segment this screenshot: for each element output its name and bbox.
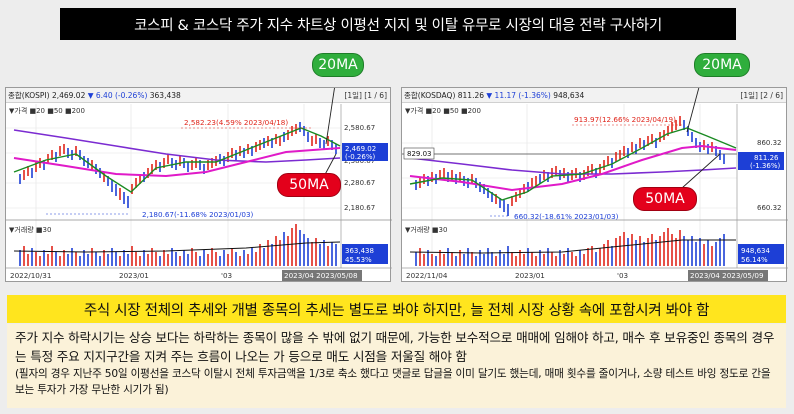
date-2: 2023/01 [515,271,545,280]
chart-header: 종합(KOSPI) 2,469.02 ▼ 6.40 (-0.26%) 363,4… [6,88,390,103]
price-tick-3: 2,280.67 [344,179,375,187]
ma200-line [409,157,737,175]
date-2: 2023/01 [119,271,149,280]
index-volume: 948,634 [553,91,585,100]
ma-legend: ▼가격 ■20 ■50 ■200 [9,107,85,115]
body-main-text: 주가 지수 하락시기는 상승 보다는 하락하는 종목이 많을 수 밖에 없기 때… [15,330,775,364]
change-tag: (-1.36%) [750,162,780,170]
low-label: 660.32(-18.61% 2023/01/03) [514,212,619,221]
date-3: '03 [221,271,232,280]
level-tag: 829.03 [407,150,432,158]
slide-title: 코스피 & 코스닥 주가 지수 차트상 이평선 지지 및 이탈 유무로 시장의 … [60,8,736,40]
volume-legend: ▼거래량 ■30 [9,226,52,234]
body-text-box: 주가 지수 하락시기는 상승 보다는 하락하는 종목이 많을 수 밖에 없기 때… [7,324,786,408]
price-tick-2: 660.32 [757,204,782,212]
kospi-20ma-badge: 20MA [312,53,364,77]
chart-tabs[interactable]: [1일] [2 / 6] [740,91,783,100]
vol-tag-1: 363,438 [345,247,374,255]
high-label: 2,582.23(4.59% 2023/04/18) [184,118,288,127]
index-volume: 363,438 [149,91,181,100]
date-1: 2022/11/04 [406,271,448,280]
kosdaq-20ma-badge: 20MA [694,53,750,77]
vol-tag-2: 45.53% [345,256,372,264]
ma50-line [13,147,341,178]
date-1: 2022/10/31 [10,271,51,280]
chart-tabs[interactable]: [1일] [1 / 6] [344,91,387,100]
change-tag: (-0.26%) [345,153,375,161]
price-volume-plot: 913.97(12.66% 2023/04/19) 660.32(-18.61%… [402,88,788,281]
low-label: 2,180.67(-11.68% 2023/01/03) [142,210,254,219]
volume-bars [19,224,337,266]
index-change: ▼ 6.40 (-0.26%) [87,91,148,100]
ma20-line [409,127,737,201]
caption-banner: 주식 시장 전체의 추세와 개별 종목의 추세는 별도로 봐야 하지만, 늘 전… [7,295,786,323]
price-tick-1: 860.32 [757,139,782,147]
kosdaq-50ma-badge: 50MA [633,187,697,211]
ma20-arrow [325,88,335,145]
ma200-line [13,129,341,163]
volume-bars [415,228,725,266]
date-3: '03 [617,271,628,280]
volume-legend: ▼거래량 ■30 [405,226,448,234]
ma-legend: ▼가격 ■20 ■50 ■200 [405,107,481,115]
price-tag: 811.26 [754,154,779,162]
high-label: 913.97(12.66% 2023/04/19) [574,115,676,124]
price-tag: 2,469.02 [345,145,376,153]
index-price: 2,469.02 [51,91,86,100]
kosdaq-chart[interactable]: 종합(KOSDAQ) 811.26 ▼ 11.17 (-1.36%) 948,6… [401,87,788,282]
vol-tag-1: 948,634 [741,247,770,255]
price-tick-1: 2,580.67 [344,124,375,132]
ma20-arrow [686,88,700,133]
index-name: 종합(KOSDAQ) [404,91,456,100]
body-note-text: (필자의 경우 지난주 50일 이평선을 코스닥 이탈시 전체 투자금액을 1/… [15,368,771,396]
chart-header: 종합(KOSDAQ) 811.26 ▼ 11.17 (-1.36%) 948,6… [402,88,786,103]
index-price: 811.26 [457,91,485,100]
vol-tag-2: 56.14% [741,256,768,264]
price-volume-plot: 2,582.23(4.59% 2023/04/18) 2,180.67(-11.… [6,88,392,281]
kospi-50ma-badge: 50MA [277,173,341,197]
index-change: ▼ 11.17 (-1.36%) [486,91,551,100]
date-range: 2023/04 2023/05/09 [690,271,764,280]
ma50-arrow [681,153,721,189]
price-tick-4: 2,180.67 [344,204,375,212]
date-range: 2023/04 2023/05/08 [284,271,358,280]
index-name: 종합(KOSPI) [8,91,50,100]
